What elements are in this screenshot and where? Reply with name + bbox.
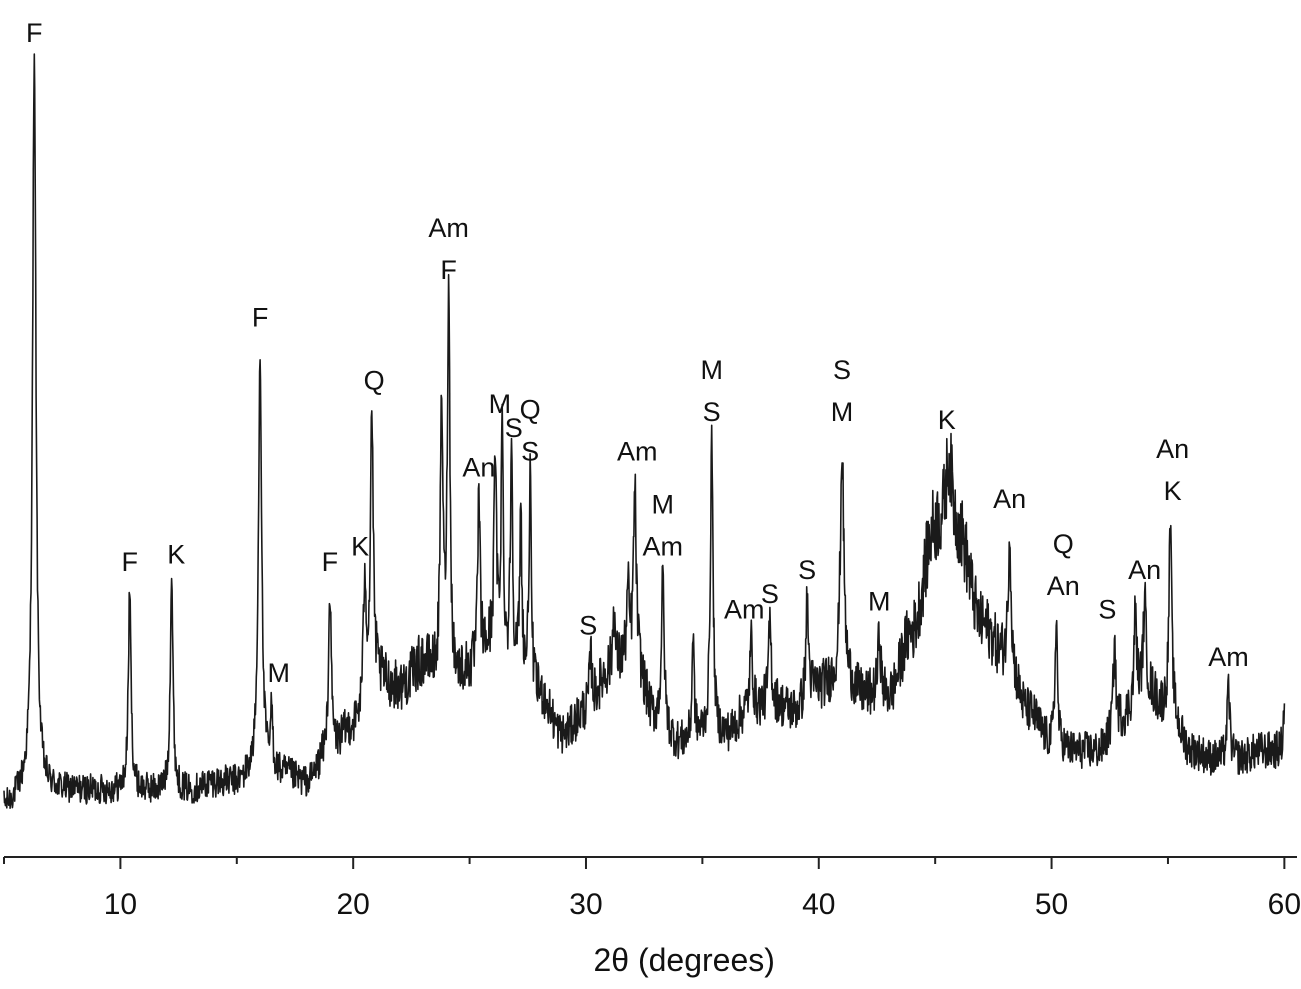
peak-label-text: S [505, 413, 523, 443]
peak-label-text: An [1156, 434, 1189, 464]
x-axis-ticks: 10 20 30 40 50 60 [3, 857, 1301, 921]
peak-label-25: S [1098, 595, 1116, 625]
peak-label-8: Am F [428, 213, 469, 285]
peak-label-2: K [167, 539, 185, 569]
peak-label-text: F [440, 255, 457, 285]
peak-label-21: M [868, 587, 891, 617]
x-tick-label-20: 20 [337, 888, 370, 921]
peak-label-27: An K [1156, 434, 1189, 506]
peak-label-text: K [351, 531, 369, 561]
peak-label-text: K [938, 405, 956, 435]
peak-label-text: An [993, 484, 1026, 514]
peak-label-text: An [462, 452, 495, 482]
peak-label-text: K [167, 539, 185, 569]
diffraction-trace [3, 53, 1286, 809]
peak-label-text: F [252, 302, 269, 332]
peak-label-15: M Am [643, 489, 684, 561]
peak-label-3: F [252, 302, 269, 332]
x-tick-label-30: 30 [569, 888, 602, 921]
peak-label-20: SM [831, 355, 854, 427]
peak-label-0: F [26, 18, 43, 48]
peak-label-text: Q [1053, 529, 1074, 559]
peak-label-18: S [761, 579, 779, 609]
x-axis: 10 20 30 40 50 60 [3, 856, 1301, 921]
peak-label-text: K [1164, 476, 1182, 506]
peak-label-11: S [505, 413, 523, 443]
peak-label-text: Am [1208, 642, 1249, 672]
peak-label-text: S [521, 437, 539, 467]
peak-label-text: M [831, 397, 854, 427]
peak-label-19: S [798, 555, 816, 585]
peak-label-6: K [351, 531, 369, 561]
peak-label-5: F [322, 547, 339, 577]
peak-label-text: S [833, 355, 851, 385]
peak-label-text: Am [643, 531, 684, 561]
peak-label-text: Am [428, 213, 469, 243]
peak-label-22: K [938, 405, 956, 435]
peak-label-text: S [579, 610, 597, 640]
peak-label-text: M [868, 587, 891, 617]
peak-label-text: S [761, 579, 779, 609]
peak-label-text: F [121, 547, 138, 577]
peak-label-text: S [1098, 595, 1116, 625]
peak-label-text: M [489, 389, 512, 419]
peak-label-17: Am [724, 595, 765, 625]
peak-label-24: Q An [1047, 529, 1080, 601]
peak-label-text: M [652, 489, 675, 519]
peak-label-text: F [26, 18, 43, 48]
peak-label-text: An [1128, 555, 1161, 585]
peak-label-4: M [267, 658, 290, 688]
peak-label-text: S [798, 555, 816, 585]
peak-labels: FF KFMFKQAmFAnMSQSSAmMAmMSAmSSSMMKAnQAnSA… [26, 18, 1249, 688]
x-tick-label-60: 60 [1268, 888, 1301, 921]
x-tick-label-40: 40 [802, 888, 835, 921]
peak-label-text: Q [364, 366, 385, 396]
peak-label-13: S [579, 610, 597, 640]
peak-label-7: Q [364, 366, 385, 396]
peak-label-23: An [993, 484, 1026, 514]
peak-label-26: An [1128, 555, 1161, 585]
peak-label-14: Am [617, 437, 658, 467]
peak-label-1: F [121, 547, 138, 577]
peak-label-9: An [462, 452, 495, 482]
peak-label-text: Am [617, 437, 658, 467]
peak-label-text: M [700, 355, 723, 385]
peak-label-text: Q [520, 395, 541, 425]
peak-label-12: QS [520, 395, 541, 467]
plot-area: FF KFMFKQAmFAnMSQSSAmMAmMSAmSSSMMKAnQAnSA… [3, 18, 1286, 809]
x-axis-title: 2θ (degrees) [593, 942, 774, 978]
peak-label-10: M [489, 389, 512, 419]
peak-label-text: M [267, 658, 290, 688]
peak-label-text: An [1047, 571, 1080, 601]
peak-label-28: Am [1208, 642, 1249, 672]
peak-label-text: S [703, 397, 721, 427]
peak-label-text: F [322, 547, 339, 577]
x-tick-label-10: 10 [104, 888, 137, 921]
peak-label-16: MS [700, 355, 723, 427]
x-tick-label-50: 50 [1035, 888, 1068, 921]
peak-label-text: Am [724, 595, 765, 625]
